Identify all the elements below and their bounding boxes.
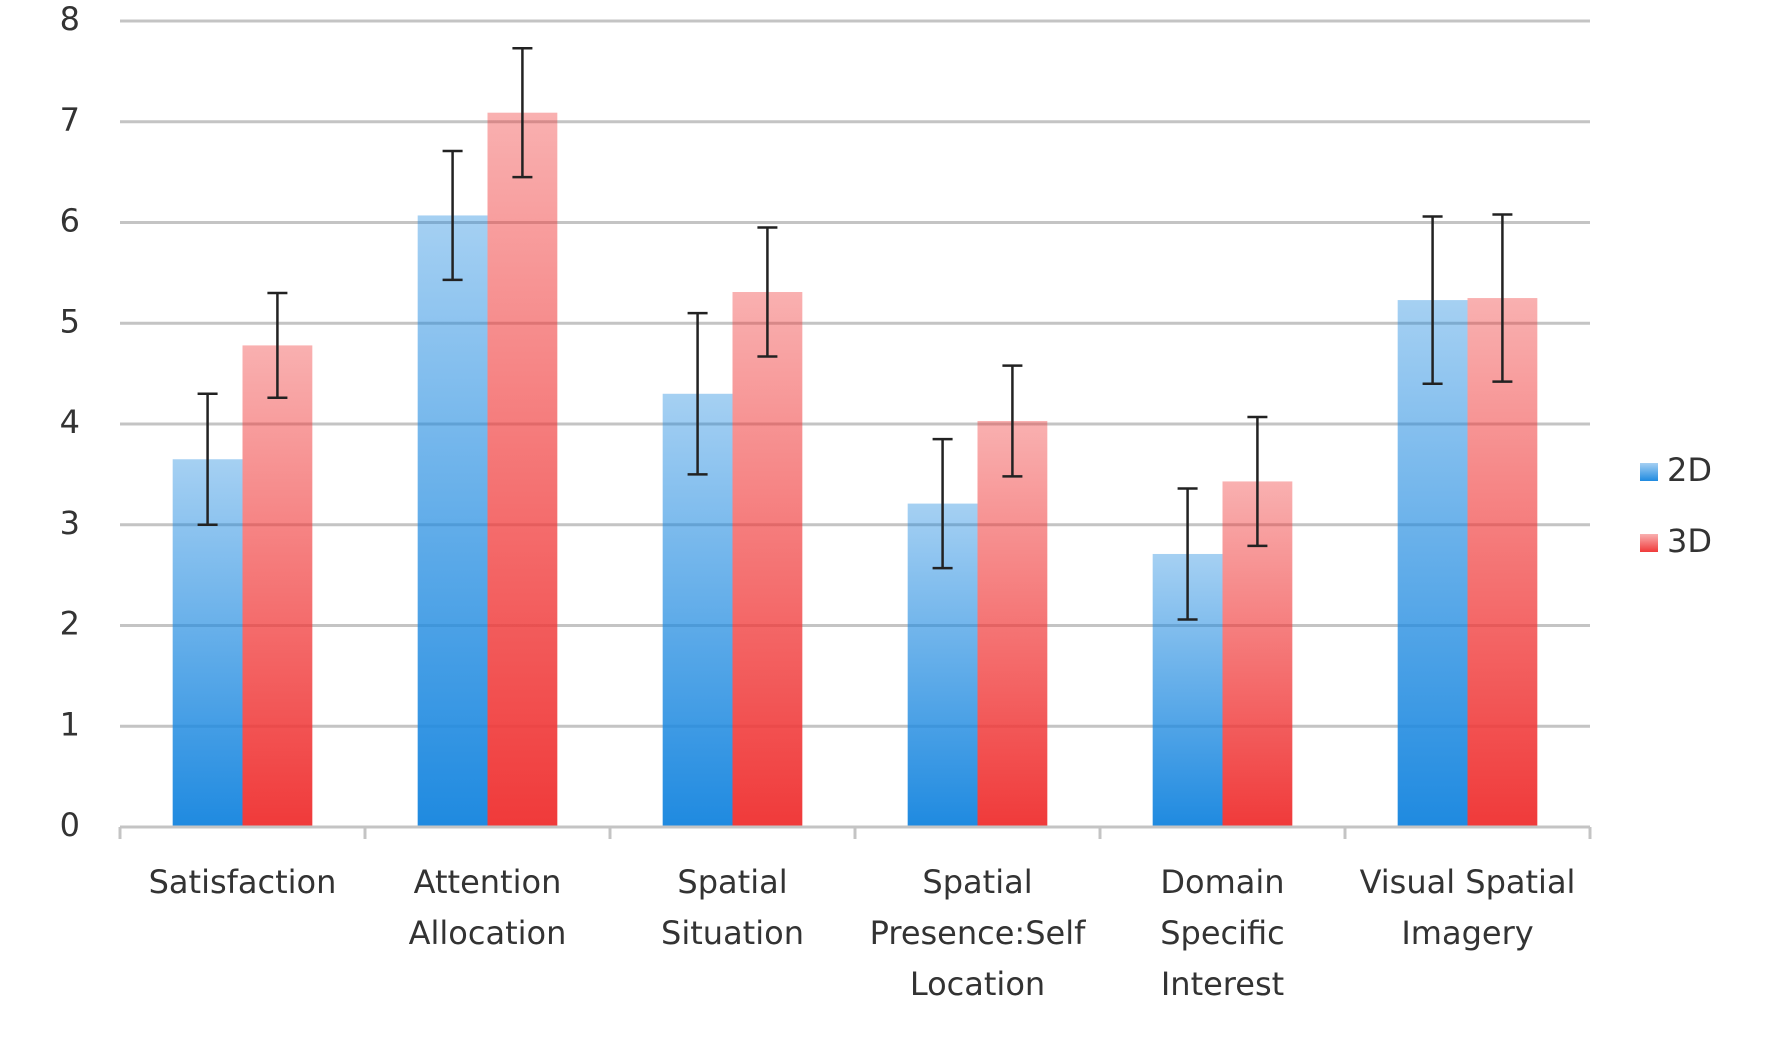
bar <box>1467 298 1538 827</box>
y-tick-label: 1 <box>60 705 80 743</box>
error-bar <box>267 291 288 400</box>
bar <box>977 420 1048 827</box>
x-tick-label: Attention <box>414 863 562 901</box>
error-bar <box>757 226 778 358</box>
x-tick-label: Domain <box>1160 863 1284 901</box>
legend-label: 2D <box>1667 451 1712 489</box>
y-tick-label: 3 <box>60 504 80 542</box>
x-tick-label: Visual Spatial <box>1360 863 1576 901</box>
y-tick-label: 7 <box>60 101 80 139</box>
x-tick-label: Allocation <box>409 914 567 952</box>
x-tick-label: Imagery <box>1401 914 1533 952</box>
y-tick-label: 0 <box>60 806 80 844</box>
y-tick-label: 8 <box>60 0 80 38</box>
bar <box>732 292 803 828</box>
y-tick-label: 6 <box>60 202 80 240</box>
x-tick-label: Location <box>910 965 1045 1003</box>
error-bar <box>1002 364 1023 478</box>
error-bar <box>1247 415 1268 548</box>
legend-swatch <box>1640 463 1658 481</box>
error-bar <box>1177 487 1198 621</box>
x-tick-label: Interest <box>1161 965 1284 1003</box>
error-bar <box>512 46 533 179</box>
x-tick-label: Satisfaction <box>149 863 337 901</box>
bar <box>417 215 488 827</box>
x-tick-label: Specific <box>1160 914 1285 952</box>
error-bar <box>932 437 953 570</box>
error-bar <box>1492 213 1513 383</box>
error-bar <box>687 311 708 476</box>
x-tick-label: Spatial <box>677 863 787 901</box>
legend-swatch <box>1640 534 1658 552</box>
x-tick-label: Presence:Self <box>870 914 1086 952</box>
x-tick-label: Spatial <box>922 863 1032 901</box>
bar <box>242 345 313 827</box>
y-tick-label: 4 <box>60 403 80 441</box>
bar <box>487 112 558 828</box>
error-bar <box>197 392 218 526</box>
y-tick-label: 2 <box>60 605 80 643</box>
legend-label: 3D <box>1667 522 1712 560</box>
bar <box>1397 300 1468 827</box>
x-tick-label: Situation <box>661 914 804 952</box>
error-bar <box>1422 215 1443 385</box>
error-bar <box>442 149 463 282</box>
y-tick-label: 5 <box>60 302 80 340</box>
